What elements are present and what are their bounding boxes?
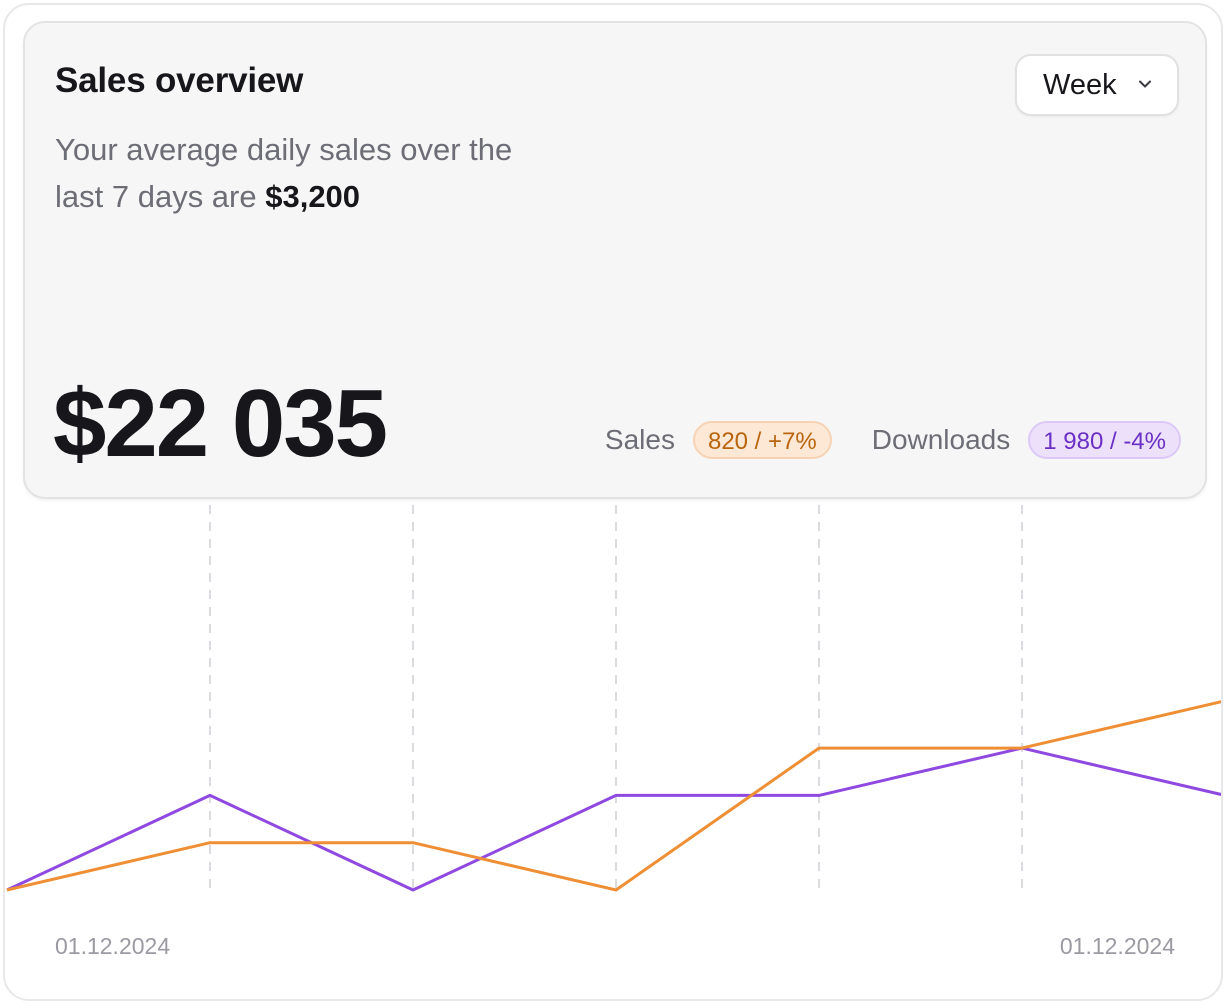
total-sales-value: $22 035 bbox=[53, 370, 388, 477]
x-axis-start-label: 01.12.2024 bbox=[55, 933, 171, 959]
average-daily-sales: $3,200 bbox=[265, 179, 361, 214]
period-select[interactable]: Week bbox=[1015, 54, 1179, 116]
downloads-badge: 1 980 / -4% bbox=[1028, 421, 1181, 459]
downloads-legend-label: Downloads bbox=[871, 424, 1011, 455]
chevron-down-icon bbox=[1139, 80, 1151, 88]
sales-legend-label: Sales bbox=[604, 424, 675, 455]
sales-downloads-line-chart bbox=[6, 505, 1221, 893]
subtitle-text: Your average daily sales over the last 7… bbox=[55, 132, 513, 214]
sales-overview-card: Sales overview Your average daily sales … bbox=[3, 3, 1223, 1001]
summary-panel: Sales overview Your average daily sales … bbox=[23, 21, 1207, 499]
x-axis-end-label: 01.12.2024 bbox=[1059, 933, 1175, 959]
sales-series-line bbox=[6, 700, 1221, 892]
metrics-row: Sales 820 / +7% Downloads 1 980 / -4% bbox=[605, 421, 1181, 459]
sales-badge: 820 / +7% bbox=[692, 421, 832, 459]
card-subtitle: Your average daily sales over the last 7… bbox=[55, 126, 525, 220]
period-select-value: Week bbox=[1043, 68, 1117, 101]
card-title: Sales overview bbox=[55, 61, 304, 100]
